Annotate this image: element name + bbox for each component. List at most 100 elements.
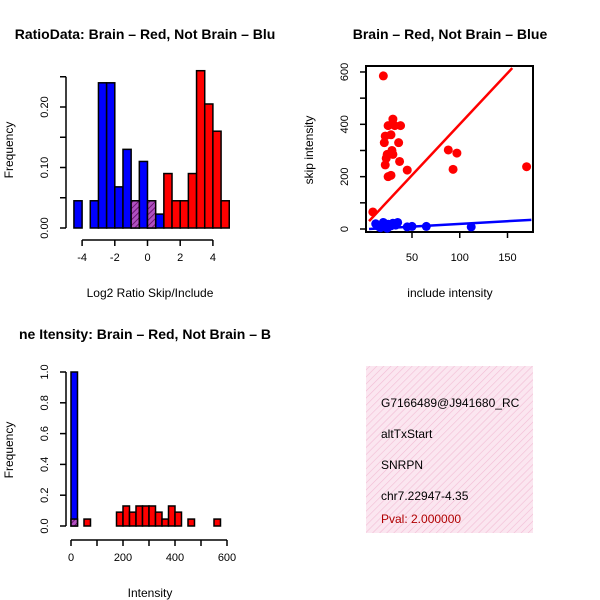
scatter-xlabel: include intensity [407,286,492,300]
intensity-x-tick-label: 200 [114,552,132,564]
intensity-bar-brain [115,511,124,527]
scatter-y-tick-label: 0 [339,226,351,232]
intensity-y-tick-label: 0.4 [39,457,51,472]
intensity-y-tick-label: 0.8 [39,395,51,410]
ratio-bar-not-brain [114,186,124,229]
ratio-bar-brain [179,200,190,229]
brain-point [452,148,462,158]
intensity-bar-not-brain [70,371,79,527]
ratio-y-tick-label: 0.10 [39,157,51,178]
probe-id: G7166489@J941680_RC [381,396,520,410]
brain-point [443,145,453,155]
ratio-histogram-xlabel: Log2 Ratio Skip/Include [87,286,214,300]
brain-point [396,121,406,131]
intensity-bar-brain [148,505,157,527]
intensity-bar-brain [135,505,144,527]
intensity-bar-brain [128,511,137,527]
not-brain-point [421,221,431,231]
brain-point [395,156,405,166]
scatter-x-tick-label: 150 [498,252,516,264]
ratio-bar-not-brain [89,200,100,229]
scatter-frame [365,65,534,233]
brain-fit-line [368,67,514,223]
info-panel-background [366,366,533,533]
scatter-title: Brain – Red, Not Brain – Blue [353,26,548,42]
intensity-x-tick-label: 400 [166,552,184,564]
intensity-bar-brain [141,505,150,527]
ratio-bar-not-brain [105,82,116,229]
ratio-y-tick-label: 0.00 [39,217,51,238]
ratio-x-tick-label: -4 [77,252,87,264]
ratio-bar-brain [187,172,198,229]
brain-point [522,162,532,172]
ratio-bar-brain [203,103,214,229]
scatter-ylabel: skip intensity [302,116,316,185]
brain-point [402,165,412,175]
ratio-bar-overlap [130,200,141,229]
brain-point [386,170,396,180]
brain-point [394,138,404,148]
intensity-histogram-title: ne Itensity: Brain – Red, Not Brain – B [19,326,271,342]
ratio-bar-brain [220,200,230,229]
intensity-y-tick-label: 0.2 [39,488,51,503]
ratio-bar-not-brain [122,148,132,229]
not-brain-point [382,223,392,233]
intensity-bar-brain [167,505,176,527]
scatter-x-tick-label: 100 [451,252,469,264]
ratio-bar-not-brain [154,213,165,229]
intensity-x-tick-label: 0 [68,552,74,564]
brain-point [379,138,389,148]
ratio-bar-brain [171,200,181,229]
not-brain-point [393,217,403,227]
intensity-bar-brain [174,511,183,527]
ratio-x-tick-label: 2 [177,252,183,264]
ratio-x-tick-label: 4 [210,252,216,264]
ratio-x-tick-label: 0 [144,252,150,264]
intensity-y-tick-label: 0.6 [39,426,51,441]
intensity-bar-brain [154,511,163,527]
ratio-bar-not-brain [138,160,149,229]
ratio-bar-overlap [146,200,157,229]
not-brain-point [375,223,385,233]
gene-name: SNRPN [381,458,423,472]
intensity-histogram-xlabel: Intensity [128,586,173,600]
not-brain-point [466,222,476,232]
brain-point [386,130,396,140]
info-panel: G7166489@J941680_RC altTxStart SNRPN chr… [366,366,533,533]
event-type: altTxStart [381,427,433,441]
ratio-bar-brain [163,172,173,229]
ratio-histogram-title: RatioData: Brain – Red, Not Brain – Blu [15,26,276,42]
ratio-histogram: RatioData: Brain – Red, Not Brain – Blu … [2,26,275,300]
intensity-bar-brain [187,518,196,527]
pval-text: Pval: 2.000000 [381,512,461,526]
scatter-y-tick-label: 200 [339,167,351,185]
intensity-scatter: Brain – Red, Not Brain – Blue include in… [302,26,547,300]
genomic-location: chr7.22947-4.35 [381,489,469,503]
ratio-bar-not-brain [73,200,83,229]
brain-point [380,160,390,170]
scatter-y-tick-label: 400 [339,115,351,133]
ratio-bar-brain [212,130,222,229]
not-brain-point [407,221,417,231]
intensity-bar-brain [161,518,170,527]
ratio-bar-brain [195,69,206,229]
intensity-x-tick-label: 600 [218,552,236,564]
intensity-bar-brain [213,518,222,527]
brain-point [378,71,388,81]
intensity-histogram: ne Itensity: Brain – Red, Not Brain – B … [2,326,271,600]
intensity-bar-brain [83,518,92,527]
scatter-x-tick-label: 50 [406,252,418,264]
intensity-y-tick-label: 0.0 [39,518,51,533]
intensity-bar-overlap [70,518,79,527]
ratio-bar-not-brain [97,82,108,229]
intensity-bar-brain [122,505,131,527]
ratio-x-tick-label: -2 [110,252,120,264]
ratio-histogram-ylabel: Frequency [2,122,16,179]
brain-point [368,207,378,217]
ratio-y-tick-label: 0.20 [39,96,51,117]
intensity-y-tick-label: 1.0 [39,364,51,379]
scatter-y-tick-label: 600 [339,63,351,81]
brain-point [448,164,458,174]
brain-point [383,121,393,131]
